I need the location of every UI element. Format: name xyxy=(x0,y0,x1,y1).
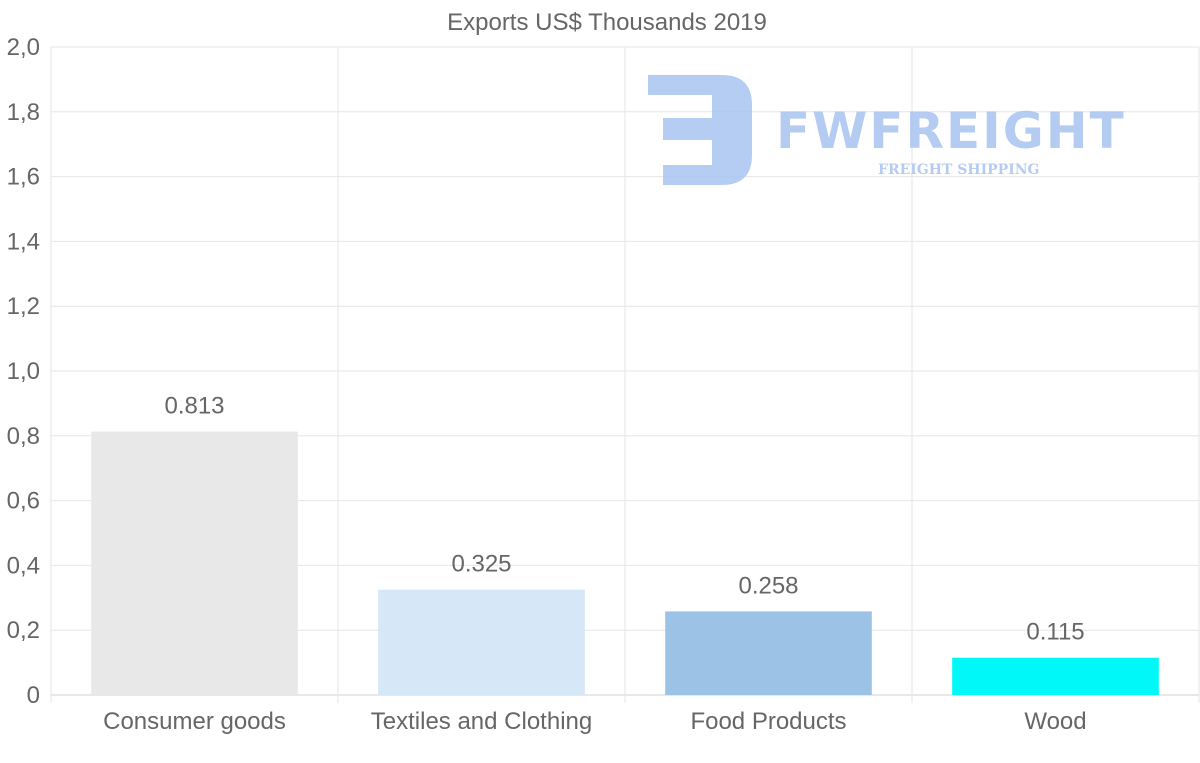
bar xyxy=(91,431,298,695)
y-tick-label: 1,8 xyxy=(7,99,40,126)
y-tick-label: 0,6 xyxy=(7,488,40,515)
data-label: 0.115 xyxy=(1026,619,1084,646)
bar xyxy=(378,589,585,695)
bars-layer xyxy=(91,431,1159,695)
y-tick-label: 0,2 xyxy=(7,617,40,644)
y-tick-label: 2,0 xyxy=(7,34,40,61)
y-tick-label: 1,0 xyxy=(7,358,40,385)
x-tick-label: Consumer goods xyxy=(103,708,286,735)
data-label: 0.325 xyxy=(451,551,511,578)
data-label: 0.813 xyxy=(164,393,224,420)
y-tick-label: 0 xyxy=(27,682,40,709)
y-tick-label: 1,6 xyxy=(7,164,40,191)
watermark-logo: FWFREIGHT FREIGHT SHIPPING xyxy=(648,75,1126,185)
logo-mark-icon xyxy=(648,75,752,185)
bar xyxy=(952,657,1159,695)
labels-layer: 0.813 Consumer goods 0.325 Textiles and Clo… xyxy=(103,393,1087,735)
data-label: 0.258 xyxy=(738,572,798,599)
x-tick-label: Wood xyxy=(1024,708,1086,735)
bar xyxy=(665,611,872,695)
watermark-tagline: FREIGHT SHIPPING xyxy=(878,162,1040,178)
chart-title: Exports US$ Thousands 2019 xyxy=(447,9,767,36)
watermark-brand: FWFREIGHT xyxy=(776,102,1126,160)
y-tick-label: 0,8 xyxy=(7,423,40,450)
y-tick-label: 0,4 xyxy=(7,552,40,579)
y-tick-label: 1,4 xyxy=(7,228,40,255)
x-tick-label: Food Products xyxy=(690,708,846,735)
x-tick-label: Textiles and Clothing xyxy=(371,708,592,735)
grid-layer: 0 0,2 0,4 0,6 0,8 1,0 1,2 1,4 1,6 1,8 2,0 xyxy=(7,34,1200,709)
y-tick-label: 1,2 xyxy=(7,293,40,320)
